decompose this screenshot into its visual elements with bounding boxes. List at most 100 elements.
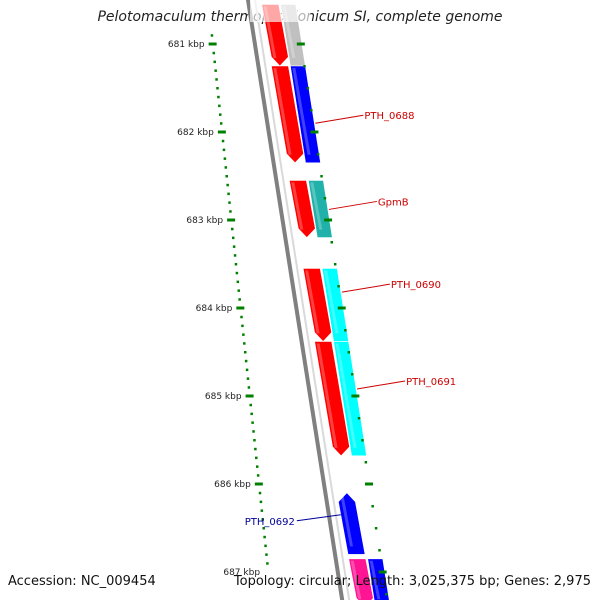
outer-minor-tick — [371, 505, 374, 508]
cog-block-highlight — [335, 343, 357, 448]
scale-minor-tick — [232, 245, 236, 248]
outer-minor-tick — [350, 373, 354, 376]
scale-minor-tick — [235, 271, 239, 275]
outer-minor-tick — [306, 87, 310, 90]
gene-arrow — [348, 558, 374, 600]
cog-block-highlight — [324, 270, 339, 334]
gene-track — [250, 0, 374, 600]
outer-minor-tick — [320, 175, 323, 178]
scale-minor-tick — [238, 298, 241, 301]
scale-label: 682 kbp — [177, 128, 214, 138]
scale-minor-tick — [259, 500, 263, 504]
scale-minor-tick — [210, 34, 214, 37]
scale-minor-tick — [252, 430, 255, 433]
scale-minor-tick — [254, 447, 257, 451]
scale-minor-tick — [237, 289, 240, 292]
gene-label: PTH_0692 — [245, 517, 295, 528]
cog-block-highlight — [310, 182, 323, 230]
gene-arrow — [271, 65, 304, 164]
scale-minor-tick — [243, 342, 246, 345]
label-leader — [315, 114, 364, 124]
scale-minor-tick — [247, 386, 251, 389]
scale-minor-tick — [228, 201, 231, 204]
label-leader — [341, 283, 390, 293]
outer-minor-tick — [364, 461, 368, 464]
scale-minor-tick — [263, 535, 266, 539]
outer-minor-tick — [344, 329, 347, 332]
gene-arrow-highlight — [316, 343, 338, 448]
scale-minor-tick — [212, 51, 216, 55]
gene-arrow-highlight — [291, 182, 304, 230]
scale-minor-tick — [258, 491, 262, 495]
cog-block-highlight — [369, 560, 381, 600]
scale-minor-tick — [218, 104, 221, 108]
scale-minor-tick — [260, 509, 264, 512]
outer-minor-tick — [357, 417, 361, 420]
cog-block — [290, 65, 321, 164]
scale-minor-tick — [250, 412, 253, 416]
cog-block-highlight — [292, 68, 311, 155]
label-leader — [328, 200, 377, 210]
outer-minor-tick — [303, 65, 306, 68]
scale-minor-tick — [255, 465, 259, 468]
scale-minor-tick — [227, 192, 230, 196]
scale-minor-tick — [223, 157, 227, 160]
backbone-line — [245, 0, 345, 600]
outer-tick-track — [296, 42, 388, 596]
cog-block — [307, 180, 333, 238]
scale-minor-tick — [214, 69, 217, 72]
scale-minor-tick — [229, 210, 232, 213]
gene-arrow-highlight — [305, 270, 320, 334]
gene-arrow — [338, 492, 366, 555]
scale-minor-tick — [213, 60, 216, 64]
gene-arrow — [302, 268, 332, 342]
scale-minor-tick — [217, 95, 220, 99]
label-leader — [356, 380, 406, 390]
scale-minor-tick — [246, 377, 250, 380]
outer-minor-tick — [330, 241, 334, 244]
outer-minor-tick — [378, 549, 381, 552]
scale-minor-tick — [253, 439, 256, 442]
outer-minor-tick — [385, 593, 388, 596]
outer-minor-tick — [333, 263, 337, 266]
cog-track — [280, 4, 390, 600]
gene-label: GpmB — [378, 197, 409, 208]
gene-label: PTH_0690 — [391, 280, 441, 291]
scale-label: 685 kbp — [205, 392, 242, 402]
gene-arrow-highlight — [340, 494, 354, 547]
scale-track: 681 kbp 682 kbp 683 kbp 684 kbp 685 kbp 686 k… — [168, 34, 269, 578]
scale-minor-tick — [236, 280, 240, 284]
topology-text: Topology: circular; Length: 3,025,375 bp… — [233, 574, 591, 589]
scale-minor-tick — [244, 359, 248, 363]
outer-minor-tick — [361, 439, 364, 442]
gene-arrow — [288, 180, 316, 239]
outer-minor-tick — [316, 153, 320, 156]
outer-minor-tick — [337, 285, 340, 288]
scale-minor-tick — [216, 87, 219, 90]
gene-label: PTH_0688 — [364, 111, 414, 122]
scale-minor-tick — [234, 263, 238, 266]
label-leader — [296, 514, 341, 522]
scale-minor-tick — [224, 166, 228, 169]
outer-minor-tick — [374, 527, 378, 530]
scale-label: 687 kbp — [223, 568, 260, 578]
scale-minor-tick — [233, 254, 237, 257]
scale-minor-tick — [225, 175, 228, 178]
cog-block — [333, 341, 367, 457]
outer-minor-tick — [310, 109, 313, 112]
backbone-group — [245, 0, 351, 600]
top-fade — [250, 0, 310, 22]
gene-arrow-highlight — [350, 560, 362, 600]
gene-label: PTH_0691 — [406, 377, 456, 388]
scale-minor-tick — [219, 113, 222, 116]
scale-minor-tick — [262, 527, 265, 530]
scale-minor-tick — [251, 421, 254, 424]
scale-minor-tick — [226, 183, 229, 187]
scale-minor-tick — [241, 324, 244, 328]
outer-minor-tick — [347, 351, 351, 354]
scale-minor-tick — [261, 518, 265, 521]
scale-minor-tick — [255, 456, 258, 460]
gene-arrow — [314, 341, 350, 457]
cog-block — [367, 558, 390, 600]
